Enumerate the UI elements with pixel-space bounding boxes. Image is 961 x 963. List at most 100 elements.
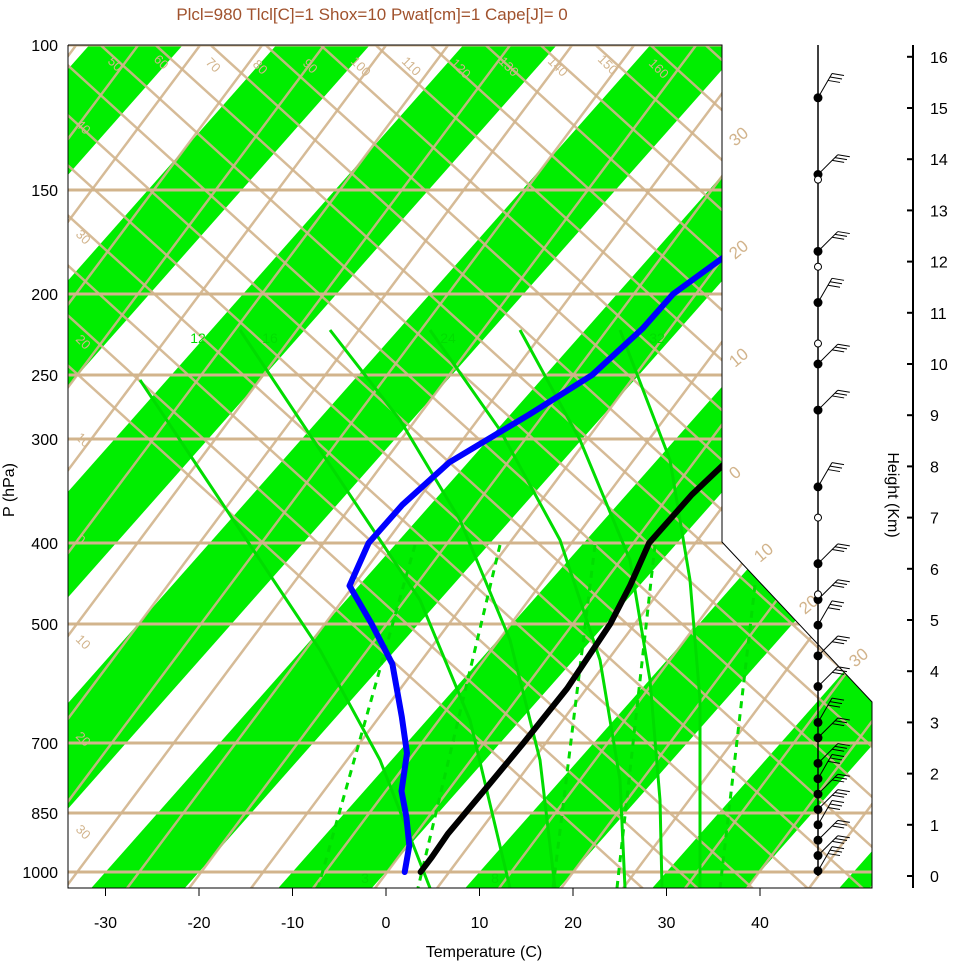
adiabat-side-label: 30	[73, 822, 94, 843]
mixing-ratio-label: 12	[190, 330, 206, 346]
dry-adiabat	[616, 45, 872, 888]
wind-barb-feather	[832, 349, 845, 353]
dry-adiabat	[68, 45, 702, 888]
height-tick-label: 4	[930, 664, 939, 681]
wind-open-dot	[814, 513, 822, 522]
pressure-tick-label: 700	[31, 736, 58, 753]
height-tick-label: 13	[930, 203, 948, 220]
dry-adiabat	[678, 45, 872, 888]
wind-barb-feather	[831, 73, 845, 77]
wind-barb	[817, 666, 839, 687]
wind-barb-feather	[827, 853, 841, 857]
wind-barb-feather	[832, 236, 845, 240]
wind-barb-feather	[832, 641, 845, 645]
isotherm-label: 110	[399, 54, 424, 79]
wind-barb-feather	[832, 395, 845, 399]
isotherm-line	[68, 45, 872, 888]
wind-open-dot	[814, 175, 822, 184]
wind-barb-feather	[834, 791, 848, 795]
wind-barb-feather	[829, 701, 843, 705]
dry-adiabat	[68, 45, 516, 888]
wind-barb-feather	[837, 835, 850, 839]
temperature-tick-label: 30	[658, 915, 676, 932]
wind-barb-feather	[837, 666, 850, 670]
wind-barb-feather	[827, 469, 841, 473]
isotherm-line	[424, 45, 872, 888]
temperature-tick-label: 20	[564, 915, 582, 932]
wind-barb-feather	[837, 717, 850, 721]
wind-barb-feather	[832, 671, 845, 675]
temperature-side-label: 30	[845, 644, 872, 671]
height-tick-label: 5	[930, 613, 939, 630]
isotherm-line	[68, 45, 872, 888]
wind-barb	[817, 73, 833, 99]
moist-adiabat	[518, 329, 664, 888]
pressure-axis: 100 150 200 250 300 400 500 700 850 1000	[22, 38, 58, 882]
mixing-ratio-label: 24	[440, 330, 456, 346]
wind-barb-feather	[831, 800, 845, 804]
height-tick-label: 2	[930, 767, 939, 784]
wind-barb-feather	[829, 281, 843, 285]
wind-barb-feather	[832, 748, 845, 752]
dry-adiabat	[740, 45, 872, 888]
isotherm-line	[68, 45, 761, 888]
pressure-tick-label: 250	[31, 368, 58, 385]
mixing-ratio-lines	[316, 544, 757, 888]
pressure-tick-label: 1000	[22, 865, 58, 882]
wind-barb-feather	[834, 745, 848, 749]
wind-barb-feather	[837, 743, 850, 747]
dry-adiabat	[68, 45, 330, 888]
pressure-tick-label: 150	[31, 183, 58, 200]
isotherm-label: 70	[203, 55, 224, 76]
wind-barb-feather	[829, 603, 843, 607]
wind-barb-feather	[834, 720, 848, 724]
y-axis-title: P (hPa)	[1, 463, 18, 517]
pressure-tick-label: 300	[31, 432, 58, 449]
wind-barb-feather	[834, 822, 848, 826]
wind-barb-feather	[832, 825, 845, 829]
height-tick-label: 16	[930, 50, 948, 67]
pressure-tick-label: 200	[31, 287, 58, 304]
wind-barb-feather	[831, 277, 845, 281]
mixing-ratio-label: 3	[361, 870, 369, 886]
wind-barb-feather	[832, 549, 845, 553]
plot-border	[67, 44, 873, 889]
wind-barb-feather	[831, 697, 845, 701]
wind-barb-feather	[829, 849, 843, 853]
height-tick-label: 0	[930, 869, 939, 886]
wind-barb-feather	[834, 157, 848, 161]
dry-adiabat	[68, 45, 206, 888]
wind-barb-feather	[837, 231, 850, 235]
wind-barb	[817, 800, 833, 826]
wind-barb-feather	[827, 79, 841, 83]
pressure-tick-label: 100	[31, 38, 58, 55]
wind-barb	[817, 743, 839, 764]
wind-barb	[817, 231, 839, 252]
moist-adiabat	[328, 329, 557, 888]
wind-barb	[817, 543, 839, 565]
wind-barb-feather	[831, 846, 845, 850]
pressure-tick-label: 850	[31, 806, 58, 823]
wind-barb	[817, 717, 839, 739]
mixing-ratio-label: 16	[262, 330, 278, 346]
wind-profile	[813, 45, 850, 876]
wind-barb-feather	[832, 794, 845, 798]
dry-adiabat	[68, 45, 578, 888]
wind-barb-feather	[832, 159, 845, 163]
wind-barb-feather	[837, 154, 850, 158]
wind-barb	[817, 835, 839, 856]
temperature-tick-label: -30	[94, 915, 117, 932]
wind-barb-feather	[832, 584, 845, 588]
wind-barb	[817, 635, 839, 657]
x-axis-title: Temperature (C)	[426, 944, 542, 961]
dry-adiabat	[68, 45, 392, 888]
isotherm-line	[94, 45, 872, 888]
wind-barb-feather	[837, 789, 850, 793]
moist-adiabat	[238, 329, 512, 888]
wind-barb	[817, 846, 833, 872]
wind-barb-feather	[834, 669, 848, 673]
wind-barb	[817, 343, 839, 365]
wind-barb	[817, 820, 839, 841]
wind-barb-feather	[834, 392, 848, 396]
